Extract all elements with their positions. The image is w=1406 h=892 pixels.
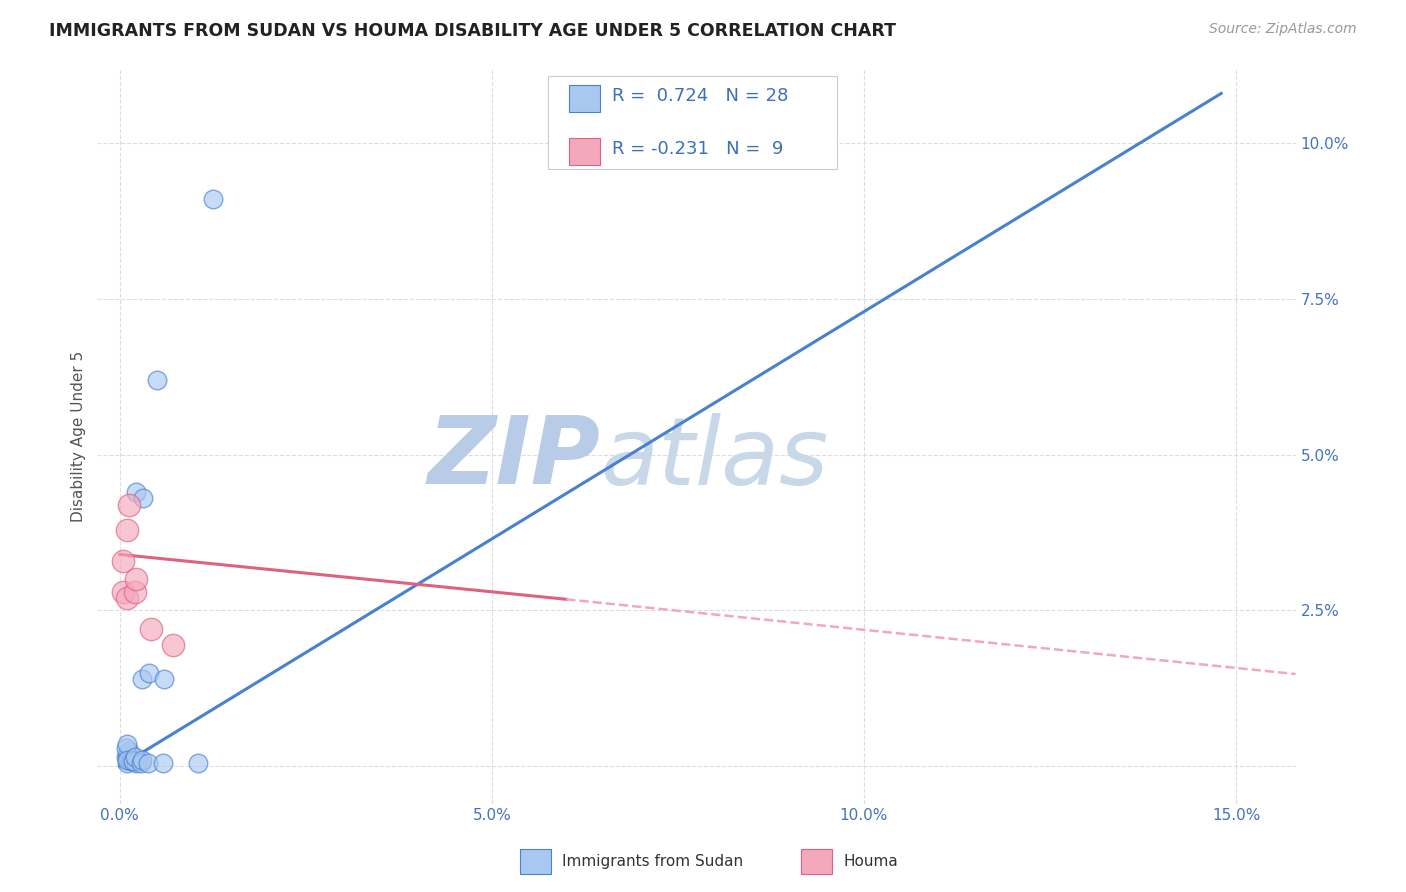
Point bbox=[125, 756, 148, 771]
Point bbox=[117, 498, 139, 512]
Point bbox=[115, 591, 138, 605]
Point bbox=[129, 756, 152, 771]
Text: R =  0.724   N = 28: R = 0.724 N = 28 bbox=[612, 87, 787, 105]
Point bbox=[112, 584, 135, 599]
Text: atlas: atlas bbox=[600, 413, 830, 504]
Point bbox=[127, 753, 149, 767]
Text: IMMIGRANTS FROM SUDAN VS HOUMA DISABILITY AGE UNDER 5 CORRELATION CHART: IMMIGRANTS FROM SUDAN VS HOUMA DISABILIT… bbox=[49, 22, 896, 40]
Point bbox=[152, 756, 174, 771]
Point bbox=[115, 523, 138, 537]
Point bbox=[187, 756, 209, 771]
Point bbox=[117, 744, 139, 758]
Point bbox=[124, 754, 146, 768]
Point bbox=[112, 554, 135, 568]
Text: Immigrants from Sudan: Immigrants from Sudan bbox=[562, 855, 744, 869]
Point bbox=[115, 747, 138, 761]
Y-axis label: Disability Age Under 5: Disability Age Under 5 bbox=[72, 351, 86, 522]
Point bbox=[120, 754, 142, 768]
Point bbox=[132, 491, 155, 506]
Point bbox=[120, 753, 142, 767]
Text: Houma: Houma bbox=[844, 855, 898, 869]
Point bbox=[125, 572, 148, 586]
Point bbox=[131, 753, 153, 767]
Point bbox=[124, 584, 146, 599]
Point bbox=[162, 638, 184, 652]
Point bbox=[153, 672, 176, 686]
Point bbox=[114, 740, 136, 755]
Point bbox=[122, 754, 145, 768]
Text: Source: ZipAtlas.com: Source: ZipAtlas.com bbox=[1209, 22, 1357, 37]
Point bbox=[114, 750, 136, 764]
Point bbox=[139, 622, 162, 636]
Text: ZIP: ZIP bbox=[427, 412, 600, 504]
Point bbox=[125, 485, 148, 500]
Point bbox=[138, 665, 160, 680]
Point bbox=[117, 753, 139, 767]
Point bbox=[122, 753, 145, 767]
Point bbox=[201, 192, 224, 206]
Point bbox=[115, 738, 138, 752]
Text: R = -0.231   N =  9: R = -0.231 N = 9 bbox=[612, 140, 783, 158]
Point bbox=[131, 672, 153, 686]
Point bbox=[124, 750, 146, 764]
Point bbox=[115, 756, 138, 771]
Point bbox=[115, 753, 138, 767]
Point bbox=[136, 756, 159, 771]
Point bbox=[146, 373, 169, 387]
